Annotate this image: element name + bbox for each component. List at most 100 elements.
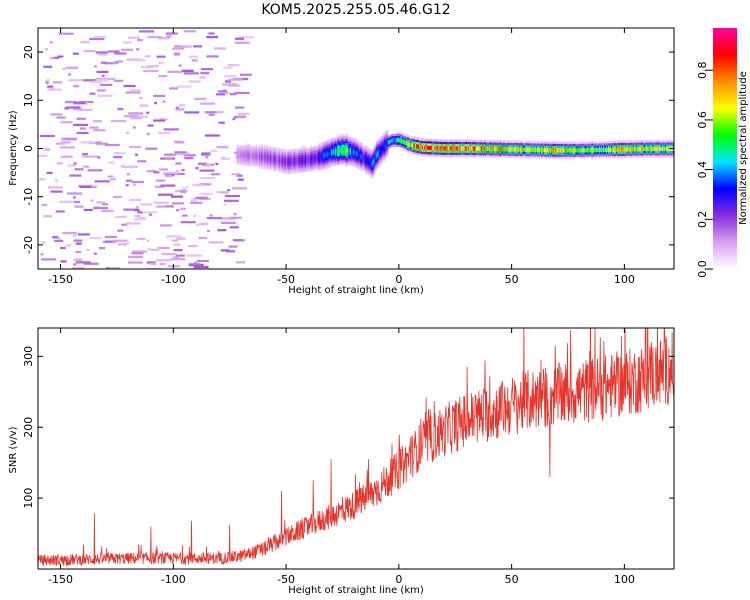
spectrogram-cell xyxy=(634,153,636,156)
spectrogram-cell xyxy=(338,162,341,165)
spectrogram-cell xyxy=(561,150,563,153)
spectrogram-cell xyxy=(523,151,526,155)
spectrogram-cell xyxy=(168,87,178,90)
spectrogram-cell xyxy=(415,137,417,140)
spectrogram-cell xyxy=(628,149,630,152)
spectrogram-cell xyxy=(307,162,310,166)
spectrogram-cell xyxy=(577,141,580,144)
spectrogram-cell xyxy=(549,152,551,155)
spectrogram-cell xyxy=(296,164,298,167)
spectrogram-cell xyxy=(241,162,244,166)
spectrogram-cell xyxy=(292,164,294,167)
spectrogram-cell xyxy=(117,229,124,232)
spectrogram-cell xyxy=(461,152,464,155)
spectrogram-cell xyxy=(659,153,662,156)
spectrogram-cell xyxy=(443,143,446,147)
spectrogram-cell xyxy=(347,136,349,140)
spectrogram-cell xyxy=(458,141,461,145)
spectrogram-cell xyxy=(566,152,568,155)
spectrogram-cell xyxy=(320,157,323,161)
spectrogram-cell xyxy=(343,151,345,154)
spectrogram-cell xyxy=(429,154,431,157)
spectrogram-cell xyxy=(531,140,534,144)
spectrogram-cell xyxy=(360,153,362,156)
spectrogram-cell xyxy=(100,83,113,87)
spectrogram-cell xyxy=(466,148,469,151)
spectrogram-cell xyxy=(365,171,367,175)
spectrogram-cell xyxy=(561,156,563,160)
spectrogram-cell xyxy=(504,149,506,152)
spectrogram-cell xyxy=(446,152,449,155)
spectrogram-cell xyxy=(416,141,418,145)
spectrogram-cell xyxy=(377,145,380,149)
spectrogram-cell xyxy=(449,146,452,149)
spectrogram-cell xyxy=(274,162,276,165)
spectrogram-cell xyxy=(347,147,349,150)
spectrogram-cell xyxy=(519,145,522,148)
spectrogram-cell xyxy=(148,213,152,216)
spectrogram-cell xyxy=(93,65,97,68)
spectrogram-cell xyxy=(318,169,321,172)
spectrogram-cell xyxy=(289,166,291,170)
spectrogram-cell xyxy=(344,142,346,145)
spectrogram-cell xyxy=(660,140,663,143)
spectrogram-cell xyxy=(353,153,355,156)
spectrogram-cell xyxy=(261,162,264,165)
spectrogram-cell xyxy=(342,159,344,163)
spectrogram-cell xyxy=(480,144,482,147)
spectrogram-cell xyxy=(620,142,622,146)
spectrogram-cell xyxy=(491,148,493,152)
spectrogram-cell xyxy=(623,144,625,148)
spectrogram-cell xyxy=(145,147,158,150)
spectrogram-cell xyxy=(623,140,625,143)
spectrogram-cell xyxy=(413,152,415,155)
spectrogram-cell xyxy=(410,136,412,139)
spectrogram-cell xyxy=(81,152,88,156)
spectrogram-cell xyxy=(399,144,402,148)
spectrogram-cell xyxy=(283,157,285,161)
spectrogram-cell xyxy=(655,144,658,147)
spectrogram-cell xyxy=(263,162,266,165)
spectrogram-cell xyxy=(598,141,601,144)
spectrogram-cell xyxy=(341,149,343,152)
spectrogram-cell xyxy=(349,150,351,153)
spectrogram-cell xyxy=(415,152,417,155)
spectrogram-cell xyxy=(386,144,389,148)
spectrogram-cell xyxy=(619,147,621,150)
spectrogram-cell xyxy=(653,140,656,143)
spectrogram-cell xyxy=(491,142,493,145)
spectrogram-cell xyxy=(524,153,527,157)
spectrogram-cell xyxy=(368,152,371,155)
spectrogram-cell xyxy=(494,146,496,150)
spectrogram-cell xyxy=(485,155,487,158)
spectrogram-cell xyxy=(618,153,620,157)
spectrogram-cell xyxy=(244,158,247,162)
spectrogram-cell xyxy=(552,152,554,155)
spectrogram-cell xyxy=(510,149,513,152)
spectrogram-cell xyxy=(537,141,540,144)
spectrogram-cell xyxy=(431,139,433,142)
spectrogram-cell xyxy=(628,155,630,159)
spectrogram-cell xyxy=(567,154,569,157)
spectrogram-cell xyxy=(475,154,478,158)
spectrogram-cell xyxy=(358,156,360,159)
spectrogram-cell xyxy=(642,148,645,152)
spectrogram-cell xyxy=(211,173,221,176)
spectrogram-cell xyxy=(328,152,331,155)
spectrogram-cell xyxy=(572,154,574,157)
spectrogram-cell xyxy=(285,154,287,157)
spectrogram-cell xyxy=(331,157,334,160)
spectrogram-cell xyxy=(270,164,273,167)
spectrogram-cell xyxy=(341,133,343,137)
spectrogram-cell xyxy=(343,155,345,158)
spectrogram-cell xyxy=(554,150,556,153)
spectrogram-cell xyxy=(267,154,270,158)
spectrogram-cell xyxy=(329,153,332,157)
spectrogram-cell xyxy=(65,106,81,109)
spectrogram-cell xyxy=(606,145,609,148)
spectrogram-cell xyxy=(274,166,276,170)
spectrogram-cell xyxy=(132,250,148,253)
spectrogram-cell xyxy=(584,150,587,153)
spectrogram-cell xyxy=(298,159,300,162)
spectrogram-cell xyxy=(585,147,588,151)
